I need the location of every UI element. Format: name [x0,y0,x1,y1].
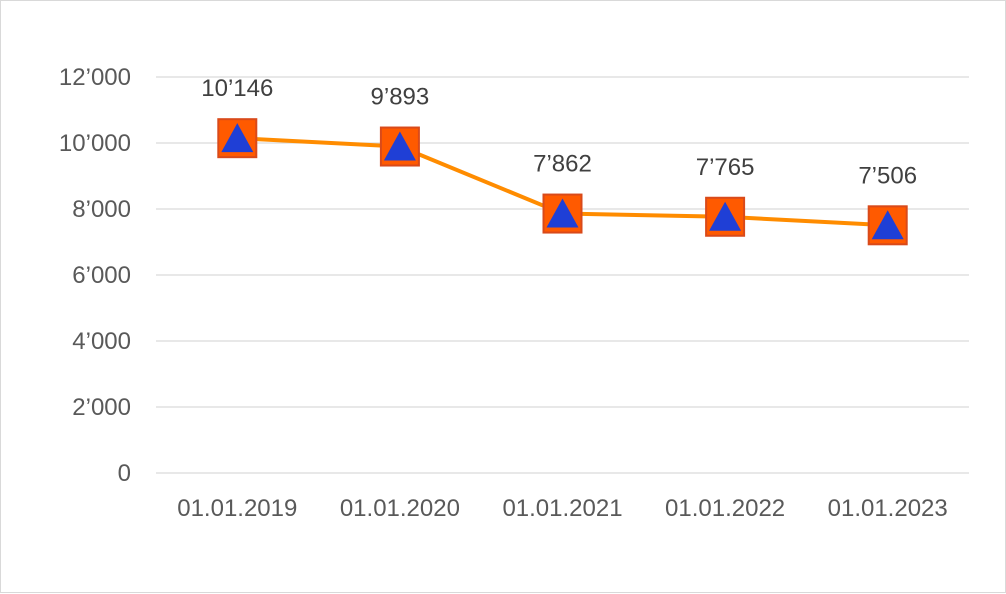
series-markers [217,118,908,246]
marker-triangle [871,210,904,240]
data-label: 7’862 [533,151,592,178]
data-label: 10’146 [201,75,273,102]
data-point-marker [867,205,908,246]
x-axis-tick-labels: 01.01.2019 01.01.2020 01.01.2021 01.01.2022… [177,495,948,522]
marker-triangle [221,123,254,153]
data-point-marker [542,193,583,234]
x-tick-label: 01.01.2022 [665,495,785,522]
data-label: 9’893 [371,84,430,111]
data-point-marker [217,118,258,159]
y-tick-label: 4’000 [72,328,131,355]
y-tick-label: 6’000 [72,262,131,289]
data-label: 7’506 [858,162,917,189]
x-tick-label: 01.01.2021 [502,495,622,522]
marker-triangle [546,198,579,228]
data-point-marker [379,126,420,167]
y-axis-tick-labels: 0 2’000 4’000 6’000 8’000 10’000 12’000 [59,64,131,487]
marker-triangle [709,201,742,231]
x-tick-label: 01.01.2019 [177,495,297,522]
y-tick-label: 0 [118,460,131,487]
marker-triangle [383,131,416,161]
data-labels: 10’146 9’893 7’862 7’765 7’506 [201,75,917,189]
y-tick-label: 12’000 [59,64,131,91]
x-tick-label: 01.01.2023 [828,495,948,522]
x-tick-label: 01.01.2020 [340,495,460,522]
gridlines [156,76,969,474]
data-label: 7’765 [696,154,755,181]
data-point-marker [705,196,746,237]
y-tick-label: 10’000 [59,130,131,157]
y-tick-label: 2’000 [72,394,131,421]
y-tick-label: 8’000 [72,196,131,223]
